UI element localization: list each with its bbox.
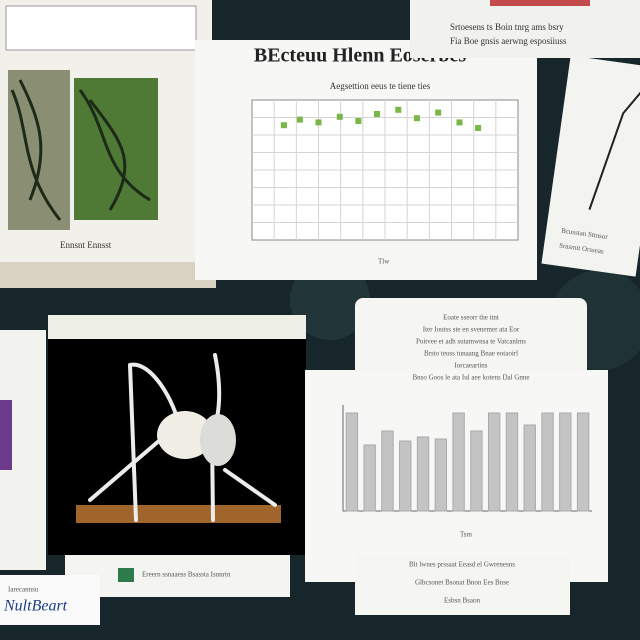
scatter-point xyxy=(456,119,463,126)
scatter-point xyxy=(395,106,402,113)
swatch xyxy=(0,400,12,470)
scatter-point xyxy=(374,111,381,117)
bar xyxy=(381,430,394,512)
footer-line: Blt lwnes prssaat Eeasd el Gwrenesns xyxy=(409,561,515,569)
footer-line: Esbsn Bsaon xyxy=(444,597,480,605)
caption: Ennsnt Ennsst xyxy=(60,240,112,250)
panel-edge xyxy=(0,262,216,288)
bar xyxy=(523,424,536,512)
bar xyxy=(363,444,376,512)
branches xyxy=(10,79,151,221)
card-small: Iarecannsu xyxy=(8,586,39,594)
skeleton xyxy=(88,353,277,522)
bar xyxy=(470,430,483,512)
heading-line: Iter Ioutss ste en svenemer ata Eor xyxy=(423,326,520,334)
heading-line: Brsto teoss tunaang Bnae eotaoirl xyxy=(424,350,518,358)
bar xyxy=(505,412,519,512)
caption-card xyxy=(65,555,290,597)
footer-block xyxy=(355,555,570,615)
note-line: Srtoesens ts Boin tnrg ams bsry xyxy=(450,22,564,32)
scatter-point xyxy=(336,113,343,120)
bar xyxy=(345,412,359,512)
scatter-point xyxy=(435,109,442,116)
card-title: NultBeart xyxy=(3,598,68,615)
text-block xyxy=(355,298,587,390)
ruler xyxy=(48,315,306,339)
icon xyxy=(118,568,134,582)
bar xyxy=(452,412,465,512)
heading-line: Bnso Goos le ata Iul aee kotens Dal Gnne xyxy=(412,374,529,382)
bone xyxy=(200,414,236,466)
paper xyxy=(541,55,640,277)
x-axis-label: Tlw xyxy=(378,258,390,266)
card xyxy=(0,575,100,625)
heading-line: Poitvee et adh sutamwnsa te Vatcanlms xyxy=(416,338,526,346)
skull xyxy=(157,411,213,459)
x-axis-label: Tsm xyxy=(460,531,473,539)
bar xyxy=(434,438,448,512)
scatter-point xyxy=(296,116,303,123)
scatter-point xyxy=(280,122,287,129)
scatter-point xyxy=(413,115,420,122)
chart-subtitle: Aegsettion eeus te tiene ties xyxy=(330,81,431,91)
platform xyxy=(76,505,281,523)
bar xyxy=(487,412,501,512)
note-band xyxy=(490,0,590,6)
heading-line: Iorcaeartins xyxy=(454,362,487,370)
bar xyxy=(416,436,430,512)
footer-line: Glbcsonet Bsonat Bnon Ees Bnse xyxy=(415,579,509,587)
caption: Ereern ssnaaess Bsassta Isnnrtn xyxy=(142,571,231,579)
note xyxy=(410,0,640,58)
heading-line: Eoate sseorr the ttnt xyxy=(443,314,499,322)
sketch-line xyxy=(588,76,640,210)
scatter-point xyxy=(315,119,322,126)
bar xyxy=(541,412,554,512)
bar xyxy=(576,412,590,512)
bar xyxy=(559,412,572,512)
scatter-point xyxy=(355,118,362,124)
strip xyxy=(5,5,197,51)
photo xyxy=(8,70,70,230)
bar xyxy=(399,440,412,512)
scatter-point xyxy=(475,125,482,131)
note-line: Fia Boe gnsis aerwng esposiiuss xyxy=(450,36,567,46)
